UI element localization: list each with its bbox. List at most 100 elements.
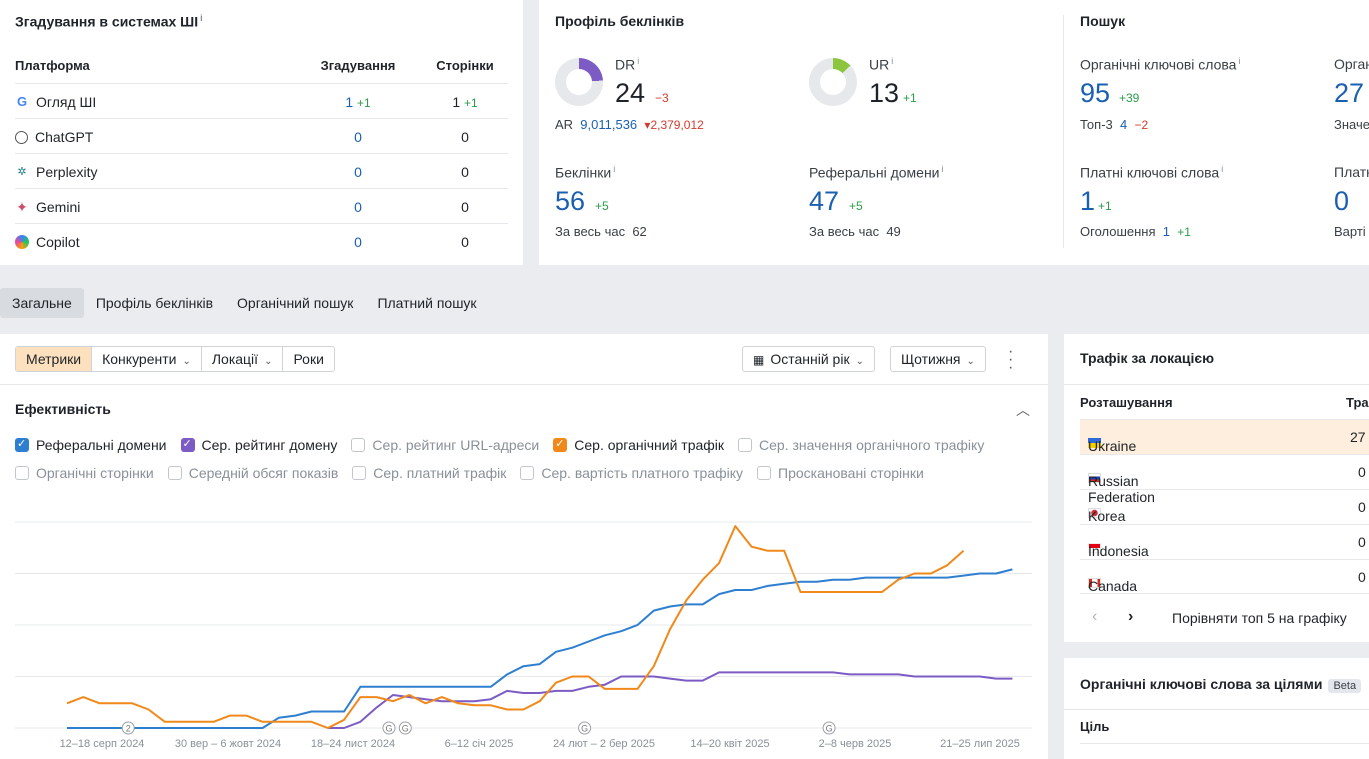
series-line[interactable]: [327, 671, 1013, 729]
ads-value[interactable]: 1: [1162, 224, 1170, 239]
tab-backlink-profile[interactable]: Профіль беклінків: [95, 295, 214, 311]
years-button[interactable]: Роки: [293, 351, 324, 367]
table-row[interactable]: Ukraine 27: [1080, 419, 1369, 454]
locations-button[interactable]: Локації ⌄: [202, 347, 284, 371]
metric-checkbox[interactable]: Сер. органічний трафік: [553, 437, 724, 453]
tab-overview[interactable]: Загальне: [0, 288, 84, 318]
col-location[interactable]: Розташування: [1080, 395, 1173, 410]
table-row[interactable]: Korea 0: [1080, 489, 1369, 524]
chatgpt-icon: [15, 130, 28, 144]
table-row: ✲ Perplexity 0 0: [15, 153, 508, 188]
checkbox-empty-icon[interactable]: [351, 438, 366, 452]
metric-checkbox[interactable]: Середній обсяг показів: [167, 465, 338, 481]
organic-kw-value[interactable]: 95: [1080, 78, 1111, 108]
section-tabs: Загальне Профіль беклінків Органічний по…: [0, 288, 489, 318]
calendar-icon: ▦: [753, 353, 765, 367]
checkbox-checked-icon[interactable]: [553, 437, 568, 452]
mentions-value[interactable]: 0: [354, 234, 362, 250]
col-pages[interactable]: Сторінки: [436, 58, 494, 73]
collapse-icon[interactable]: ︿: [1016, 402, 1030, 418]
checkbox-checked-icon[interactable]: [180, 437, 195, 452]
checkbox-empty-icon[interactable]: [352, 466, 367, 480]
annotation-marker[interactable]: G: [398, 721, 412, 735]
divider: [0, 384, 1048, 385]
paid-traffic-sub: Варті: [1334, 224, 1366, 239]
refdomains-delta: +5: [849, 199, 863, 213]
interval-select[interactable]: Щотижня ⌄: [890, 346, 986, 372]
perplexity-icon: ✲: [17, 166, 27, 178]
checkbox-empty-icon[interactable]: [757, 466, 772, 480]
paid-traffic-value[interactable]: 0: [1334, 186, 1350, 216]
mentions-value[interactable]: 0: [354, 164, 362, 180]
backlinks-label: Беклінки i: [555, 164, 616, 181]
pages-value: 0: [461, 199, 469, 215]
annotation-marker[interactable]: G: [822, 721, 836, 735]
metric-checkbox[interactable]: Сер. значення органічного трафіку: [738, 437, 984, 453]
col-traffic[interactable]: Тра: [1346, 395, 1369, 410]
metric-checkbox[interactable]: Сер. вартість платного трафіку: [520, 465, 743, 481]
next-page-icon[interactable]: ›: [1128, 608, 1134, 625]
table-row[interactable]: Indonesia 0: [1080, 524, 1369, 559]
metric-checkbox[interactable]: Органічні сторінки: [15, 465, 154, 481]
col-mentions[interactable]: Згадування: [320, 58, 396, 73]
checkbox-empty-icon[interactable]: [167, 466, 182, 480]
col-intent[interactable]: Ціль: [1080, 719, 1110, 734]
series-line[interactable]: [67, 568, 1013, 729]
competitors-button[interactable]: Конкуренти ⌄: [92, 347, 202, 371]
annotation-marker[interactable]: G: [578, 721, 592, 735]
refdomains-value[interactable]: 47: [809, 186, 840, 216]
table-header: Платформа Згадування Сторінки: [15, 48, 508, 83]
mentions-value[interactable]: 1: [345, 94, 354, 110]
info-icon[interactable]: i: [200, 13, 203, 23]
col-platform[interactable]: Платформа: [15, 58, 90, 73]
metric-checkbox[interactable]: Проскановані сторінки: [757, 465, 924, 481]
metric-checkbox[interactable]: Сер. рейтинг домену: [180, 437, 337, 453]
metrics-button[interactable]: Метрики: [16, 347, 93, 371]
metric-label: Проскановані сторінки: [778, 465, 924, 481]
metric-checkbox[interactable]: Сер. платний трафік: [352, 465, 506, 481]
dr-donut-chart: [555, 58, 603, 106]
checkbox-empty-icon[interactable]: [520, 466, 535, 480]
ur-donut-chart: [809, 58, 857, 106]
metric-checkbox[interactable]: Сер. рейтинг URL-адреси: [351, 437, 539, 453]
ai-mentions-table: Платформа Згадування Сторінки G Огляд ШІ …: [15, 48, 508, 258]
backlinks-value[interactable]: 56: [555, 186, 586, 216]
metric-checkboxes-row1: Реферальні домени Сер. рейтинг домену Сер.…: [15, 437, 998, 453]
table-header: Розташування Тра: [1080, 385, 1369, 420]
organic-traffic-value[interactable]: 27: [1334, 78, 1365, 108]
ai-mentions-title: Згадування в системах ШІ i: [15, 13, 203, 30]
refdomains-alltime: За весь час 49: [809, 224, 901, 239]
google-icon: G: [16, 94, 28, 109]
tab-organic-search[interactable]: Органічний пошук: [237, 295, 354, 311]
mentions-value[interactable]: 0: [354, 129, 362, 145]
checkbox-empty-icon[interactable]: [15, 466, 29, 480]
location-title: Трафік за локацією: [1080, 350, 1215, 366]
paid-kw-value[interactable]: 1: [1080, 186, 1096, 216]
checkbox-checked-icon[interactable]: [15, 437, 29, 452]
performance-title: Ефективність: [15, 401, 111, 417]
x-tick-label: 12–18 серп 2024: [60, 738, 145, 750]
compare-top5-link[interactable]: Порівняти топ 5 на графіку: [1172, 610, 1347, 626]
divider: [1064, 384, 1369, 385]
annotation-marker[interactable]: G: [382, 721, 396, 735]
paid-traffic-label: Платн: [1334, 164, 1369, 180]
more-options-icon[interactable]: · · ·: [1008, 343, 1014, 376]
mentions-value[interactable]: 0: [354, 199, 362, 215]
metric-checkbox[interactable]: Реферальні домени: [15, 437, 167, 453]
period-select[interactable]: ▦ Останній рік ⌄: [742, 346, 875, 372]
table-row[interactable]: Canada 0: [1080, 559, 1369, 594]
keywords-intent-title: Органічні ключові слова за цілями Beta: [1080, 676, 1362, 693]
prev-page-icon[interactable]: ‹: [1092, 608, 1098, 625]
ar-value[interactable]: 9,011,536: [580, 117, 638, 132]
backlinks-delta: +5: [595, 199, 609, 213]
top3-value[interactable]: 4: [1120, 117, 1128, 132]
table-row: ChatGPT 0 0: [15, 118, 508, 153]
platform-name: Copilot: [36, 234, 80, 250]
checkbox-empty-icon[interactable]: [738, 438, 753, 452]
table-row[interactable]: Russian Federation 0: [1080, 454, 1369, 505]
series-line[interactable]: [66, 525, 965, 729]
traffic-value: 0: [1358, 534, 1366, 550]
tab-paid-search[interactable]: Платний пошук: [377, 295, 477, 311]
annotation-marker[interactable]: 2: [121, 721, 135, 735]
x-tick-label: 21–25 лип 2025: [940, 738, 1020, 750]
